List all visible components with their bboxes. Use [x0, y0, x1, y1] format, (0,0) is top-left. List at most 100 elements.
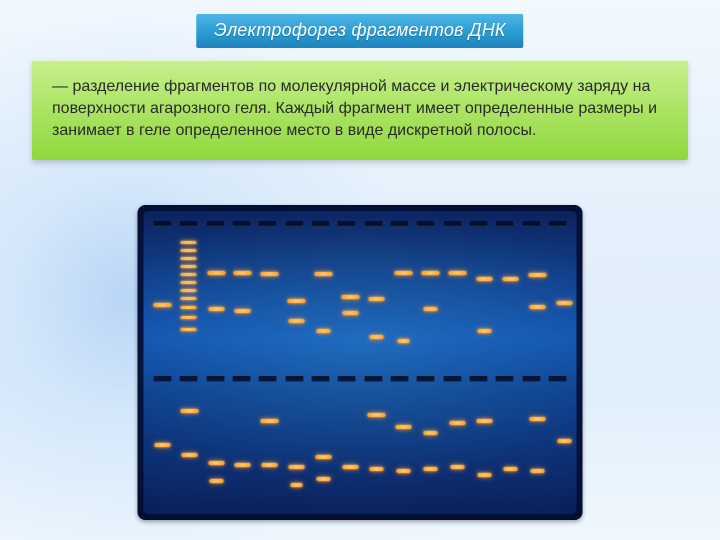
- ladder-band: [180, 249, 196, 252]
- well: [417, 221, 435, 227]
- well-row: [144, 221, 577, 229]
- dna-band: [235, 309, 251, 313]
- dna-band: [476, 419, 492, 423]
- well: [259, 221, 277, 227]
- dna-band: [557, 301, 573, 305]
- well: [390, 376, 408, 382]
- well: [522, 376, 540, 382]
- dna-band: [558, 439, 572, 443]
- well: [338, 376, 356, 382]
- dna-band: [342, 311, 358, 315]
- dna-band: [234, 271, 252, 275]
- dna-band: [396, 425, 412, 429]
- well: [496, 221, 514, 227]
- well: [232, 221, 250, 227]
- gel-image-frame: [138, 205, 583, 520]
- dna-band: [477, 473, 491, 477]
- well: [154, 221, 172, 227]
- dna-band: [424, 431, 438, 435]
- well: [285, 376, 303, 382]
- dna-band: [370, 467, 384, 471]
- dna-band: [315, 455, 331, 459]
- well: [311, 376, 329, 382]
- dna-band: [368, 413, 386, 417]
- well: [180, 376, 198, 382]
- dna-band: [316, 329, 330, 333]
- dna-band: [476, 277, 492, 281]
- ladder-band: [180, 316, 196, 319]
- dna-band: [289, 465, 305, 469]
- dna-band: [288, 299, 306, 303]
- dna-band: [342, 465, 358, 469]
- dna-band: [529, 273, 547, 277]
- dna-band: [314, 272, 332, 276]
- ladder-band: [180, 328, 196, 331]
- dna-band: [208, 461, 224, 465]
- dna-band: [450, 465, 464, 469]
- dna-band: [424, 467, 438, 471]
- dna-band: [316, 477, 330, 481]
- well: [522, 221, 540, 227]
- dna-band: [370, 335, 384, 339]
- well: [548, 376, 566, 382]
- dna-band: [180, 409, 198, 413]
- ladder-band: [180, 257, 196, 260]
- well: [469, 376, 487, 382]
- ladder-band: [180, 241, 196, 244]
- well: [259, 376, 277, 382]
- well: [364, 221, 382, 227]
- ladder-band: [180, 289, 196, 292]
- dna-band: [398, 339, 410, 343]
- dna-band: [477, 329, 491, 333]
- ladder-band: [180, 265, 196, 268]
- dna-band: [261, 272, 279, 276]
- dna-band: [397, 469, 411, 473]
- dna-band: [207, 271, 225, 275]
- well: [180, 221, 198, 227]
- dna-band: [504, 467, 518, 471]
- well: [311, 221, 329, 227]
- dna-band: [531, 469, 545, 473]
- dna-band: [261, 419, 279, 423]
- dna-band: [262, 463, 278, 467]
- well: [232, 376, 250, 382]
- gel-electrophoresis: [144, 211, 577, 514]
- dna-band: [181, 453, 197, 457]
- well: [364, 376, 382, 382]
- dna-band: [530, 305, 546, 309]
- dna-band: [422, 271, 440, 275]
- well: [417, 376, 435, 382]
- dna-band: [341, 295, 359, 299]
- dna-band: [289, 319, 305, 323]
- dna-band: [209, 479, 223, 483]
- dna-band: [154, 303, 172, 307]
- dna-band: [530, 417, 546, 421]
- dna-band: [208, 307, 224, 311]
- well: [206, 376, 224, 382]
- dna-band: [235, 463, 251, 467]
- slide-title: Электрофорез фрагментов ДНК: [196, 14, 523, 48]
- well: [338, 221, 356, 227]
- description-box: — разделение фрагментов по молекулярной …: [32, 60, 688, 160]
- well-row: [144, 376, 577, 384]
- well: [390, 221, 408, 227]
- dna-band: [395, 271, 413, 275]
- well: [443, 376, 461, 382]
- dna-band: [155, 443, 171, 447]
- well: [206, 221, 224, 227]
- well: [548, 221, 566, 227]
- dna-band: [449, 421, 465, 425]
- ladder-band: [180, 306, 196, 309]
- well: [154, 376, 172, 382]
- dna-band: [424, 307, 438, 311]
- dna-band: [291, 483, 303, 487]
- well: [469, 221, 487, 227]
- ladder-band: [180, 273, 196, 276]
- dna-band: [503, 277, 519, 281]
- dna-band: [448, 271, 466, 275]
- well: [496, 376, 514, 382]
- dna-band: [369, 297, 385, 301]
- well: [285, 221, 303, 227]
- ladder-band: [180, 281, 196, 284]
- well: [443, 221, 461, 227]
